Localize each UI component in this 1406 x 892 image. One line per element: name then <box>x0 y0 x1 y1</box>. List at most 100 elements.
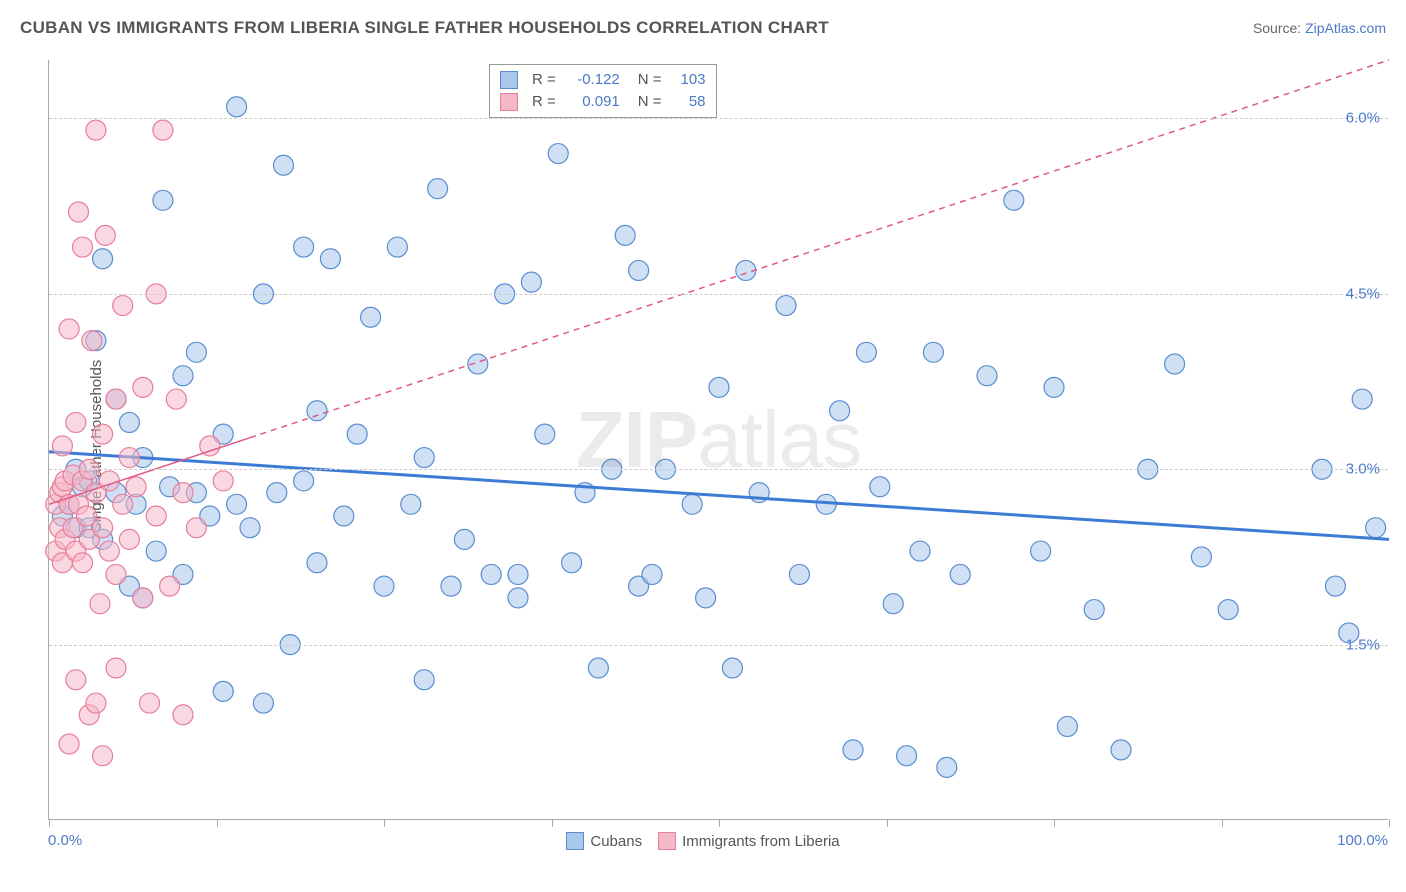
data-point <box>59 734 79 754</box>
data-point <box>227 494 247 514</box>
data-point <box>86 120 106 140</box>
data-point <box>401 494 421 514</box>
legend-r-value: -0.122 <box>564 69 620 91</box>
x-tick <box>1389 819 1390 827</box>
data-point <box>374 576 394 596</box>
data-point <box>1325 576 1345 596</box>
data-point <box>106 389 126 409</box>
data-point <box>106 658 126 678</box>
x-tick <box>1222 819 1223 827</box>
data-point <box>347 424 367 444</box>
data-point <box>629 260 649 280</box>
data-point <box>186 518 206 538</box>
data-point <box>307 401 327 421</box>
gridline <box>49 294 1388 295</box>
data-point <box>722 658 742 678</box>
data-point <box>133 588 153 608</box>
correlation-legend: R = -0.122 N = 103 R = 0.091 N = 58 <box>489 64 717 118</box>
data-point <box>153 190 173 210</box>
data-point <box>113 494 133 514</box>
data-point <box>615 225 635 245</box>
data-point <box>334 506 354 526</box>
data-point <box>682 494 702 514</box>
x-tick <box>887 819 888 827</box>
gridline <box>49 118 1388 119</box>
data-point <box>923 342 943 362</box>
data-point <box>1191 547 1211 567</box>
data-point <box>153 120 173 140</box>
legend-r-label: R = <box>532 69 556 91</box>
data-point <box>320 249 340 269</box>
data-point <box>843 740 863 760</box>
data-point <box>441 576 461 596</box>
data-point <box>99 541 119 561</box>
data-point <box>86 693 106 713</box>
x-tick <box>1054 819 1055 827</box>
data-point <box>588 658 608 678</box>
x-tick <box>384 819 385 827</box>
legend-swatch <box>500 93 518 111</box>
data-point <box>642 564 662 584</box>
data-point <box>950 564 970 584</box>
data-point <box>1111 740 1131 760</box>
data-point <box>240 518 260 538</box>
data-point <box>82 331 102 351</box>
data-point <box>95 225 115 245</box>
data-point <box>1352 389 1372 409</box>
gridline <box>49 645 1388 646</box>
legend-n-value: 103 <box>670 69 706 91</box>
data-point <box>126 477 146 497</box>
data-point <box>361 307 381 327</box>
y-tick-label: 6.0% <box>1346 110 1380 127</box>
data-point <box>173 366 193 386</box>
data-point <box>213 681 233 701</box>
data-point <box>910 541 930 561</box>
legend-r-value: 0.091 <box>564 91 620 113</box>
data-point <box>883 594 903 614</box>
data-point <box>186 342 206 362</box>
data-point <box>1004 190 1024 210</box>
data-point <box>508 564 528 584</box>
legend-r-label: R = <box>532 91 556 113</box>
data-point <box>173 483 193 503</box>
gridline <box>49 469 1388 470</box>
data-point <box>93 518 113 538</box>
data-point <box>119 412 139 432</box>
data-point <box>160 576 180 596</box>
data-point <box>414 670 434 690</box>
data-point <box>481 564 501 584</box>
data-point <box>1057 716 1077 736</box>
legend-row: R = 0.091 N = 58 <box>500 91 706 113</box>
legend-row: R = -0.122 N = 103 <box>500 69 706 91</box>
data-point <box>173 705 193 725</box>
series-name: Immigrants from Liberia <box>682 833 840 850</box>
source-attribution: Source: ZipAtlas.com <box>1253 20 1386 36</box>
data-point <box>267 483 287 503</box>
data-point <box>897 746 917 766</box>
data-point <box>113 296 133 316</box>
data-point <box>937 757 957 777</box>
legend-n-label: N = <box>638 91 662 113</box>
legend-n-label: N = <box>638 69 662 91</box>
data-point <box>73 237 93 257</box>
source-link[interactable]: ZipAtlas.com <box>1305 20 1386 36</box>
data-point <box>1218 600 1238 620</box>
data-point <box>90 594 110 614</box>
y-tick-label: 4.5% <box>1346 285 1380 302</box>
legend-swatch <box>658 832 676 850</box>
series-legend-item: Cubans <box>566 832 642 850</box>
data-point <box>146 541 166 561</box>
data-point <box>227 97 247 117</box>
x-tick <box>552 819 553 827</box>
data-point <box>1165 354 1185 374</box>
data-point <box>307 553 327 573</box>
legend-n-value: 58 <box>670 91 706 113</box>
data-point <box>119 448 139 468</box>
data-point <box>146 506 166 526</box>
data-point <box>68 202 88 222</box>
data-point <box>166 389 186 409</box>
data-point <box>59 319 79 339</box>
legend-swatch <box>500 71 518 89</box>
data-point <box>508 588 528 608</box>
scatter-svg <box>49 60 1388 819</box>
